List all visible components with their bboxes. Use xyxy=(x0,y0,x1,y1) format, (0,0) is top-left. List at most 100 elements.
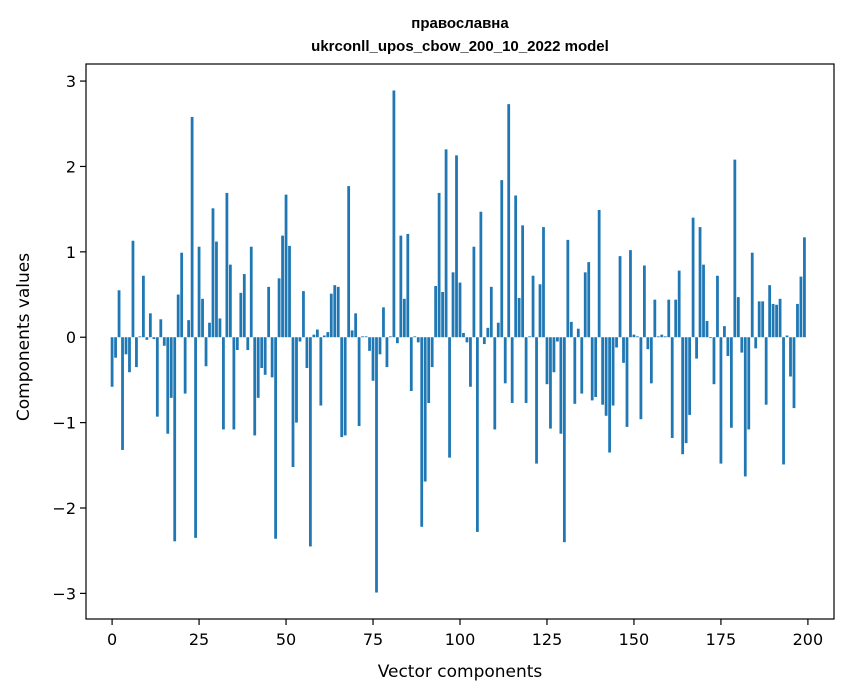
bar-120 xyxy=(528,336,531,338)
bar-52 xyxy=(291,337,295,468)
bar-68 xyxy=(347,186,351,338)
bar-166 xyxy=(688,337,692,415)
x-tick-label: 100 xyxy=(445,630,476,649)
bar-61 xyxy=(322,335,326,338)
bar-176 xyxy=(723,326,726,338)
bar-26 xyxy=(201,298,204,338)
bar-53 xyxy=(295,337,298,423)
bar-141 xyxy=(601,337,605,405)
bar-99 xyxy=(455,155,458,338)
bar-114 xyxy=(507,104,511,338)
bar-119 xyxy=(524,337,528,403)
bar-151 xyxy=(636,336,639,338)
bar-20 xyxy=(180,252,184,338)
bar-135 xyxy=(580,337,584,394)
bar-156 xyxy=(653,299,657,338)
y-tick-label: 3 xyxy=(66,72,76,91)
bar-6 xyxy=(131,240,135,338)
bar-106 xyxy=(479,211,483,338)
bar-161 xyxy=(670,337,674,438)
bar-40 xyxy=(249,246,253,338)
bar-1 xyxy=(114,337,117,358)
bar-188 xyxy=(764,337,768,405)
x-tick-label: 200 xyxy=(793,630,824,649)
bar-116 xyxy=(514,195,518,338)
bar-147 xyxy=(622,337,625,363)
bar-138 xyxy=(590,337,594,401)
bar-21 xyxy=(183,337,187,394)
bar-168 xyxy=(695,337,698,359)
bar-125 xyxy=(545,337,549,385)
bar-48 xyxy=(277,278,281,338)
bar-127 xyxy=(552,337,556,373)
bar-134 xyxy=(576,328,580,338)
y-tick-label: 0 xyxy=(66,328,76,347)
bar-139 xyxy=(594,337,598,397)
bar-66 xyxy=(340,337,344,438)
bar-25 xyxy=(197,246,201,338)
bar-118 xyxy=(521,225,525,338)
x-axis-label: Vector components xyxy=(378,662,543,682)
bar-169 xyxy=(698,227,702,338)
bar-148 xyxy=(625,337,629,427)
bar-170 xyxy=(702,264,705,338)
bar-45 xyxy=(267,286,271,338)
bar-39 xyxy=(246,337,250,351)
x-tick-label: 50 xyxy=(276,630,296,649)
x-tick-label: 175 xyxy=(706,630,737,649)
bar-192 xyxy=(778,298,782,338)
bar-84 xyxy=(402,298,406,338)
bar-57 xyxy=(309,337,312,547)
bar-96 xyxy=(444,149,448,338)
bar-131 xyxy=(566,239,570,338)
bar-35 xyxy=(232,337,236,430)
bar-79 xyxy=(385,337,389,368)
bar-97 xyxy=(448,337,451,458)
bar-12 xyxy=(152,337,156,339)
bar-100 xyxy=(458,282,462,338)
bar-130 xyxy=(562,337,566,543)
bar-190 xyxy=(771,303,775,338)
bar-93 xyxy=(434,286,438,338)
bar-59 xyxy=(315,329,319,338)
bar-199 xyxy=(803,237,806,338)
bar-183 xyxy=(747,337,751,430)
bar-152 xyxy=(639,337,643,420)
chart-title: православна xyxy=(411,15,509,32)
bar-196 xyxy=(792,337,796,409)
bar-155 xyxy=(649,337,653,384)
bar-76 xyxy=(375,337,378,593)
bar-194 xyxy=(785,335,789,338)
bar-2 xyxy=(117,290,121,338)
x-tick-label: 0 xyxy=(107,630,117,649)
y-axis: −3 −2 −1 0 1 2 3 xyxy=(52,72,86,603)
bar-18 xyxy=(173,337,177,542)
bar-184 xyxy=(750,252,754,338)
bar-115 xyxy=(510,337,514,403)
bar-65 xyxy=(336,286,340,338)
bar-113 xyxy=(503,337,507,384)
bar-122 xyxy=(535,337,538,464)
bar-58 xyxy=(312,334,316,338)
x-tick-label: 150 xyxy=(619,630,650,649)
bar-171 xyxy=(705,321,709,338)
bar-89 xyxy=(420,337,424,527)
bar-189 xyxy=(768,285,772,338)
bar-91 xyxy=(427,337,431,403)
bar-74 xyxy=(368,337,371,351)
bar-0 xyxy=(110,337,114,387)
bar-73 xyxy=(364,336,368,338)
y-tick-label: 2 xyxy=(66,157,76,176)
bar-80 xyxy=(389,336,392,338)
bar-110 xyxy=(493,337,497,430)
bar-9 xyxy=(142,275,145,338)
bar-16 xyxy=(166,337,170,434)
bar-46 xyxy=(270,337,274,378)
bar-160 xyxy=(667,299,671,338)
bar-104 xyxy=(472,246,476,338)
x-tick-label: 125 xyxy=(532,630,563,649)
bar-133 xyxy=(573,337,577,404)
bar-27 xyxy=(204,337,208,367)
bar-69 xyxy=(350,330,354,338)
